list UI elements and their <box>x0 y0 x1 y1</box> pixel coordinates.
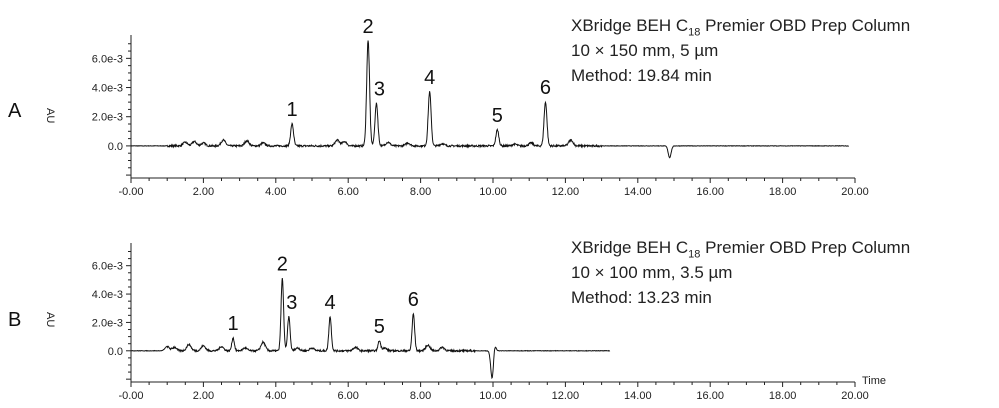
column-name-suffix: Premier OBD Prep Column <box>700 238 911 257</box>
peak-label-5: 5 <box>492 105 503 127</box>
x-tick-label: 12.00 <box>552 390 580 402</box>
x-tick-label: 2.00 <box>193 186 214 198</box>
y-tick-label: 2.0e-3 <box>92 317 123 329</box>
column-info-a: XBridge BEH C18 Premier OBD Prep Column … <box>571 13 910 88</box>
column-name-suffix: Premier OBD Prep Column <box>700 16 911 35</box>
x-tick-label: -0.00 <box>118 390 143 402</box>
panel-a: A AU 0.0 2.0e-3 4.0e-3 6.0e-3 -0.00 2.00 4.00… <box>8 16 869 198</box>
method-time-a: Method: 19.84 min <box>571 66 712 85</box>
panel-b: B AU 0.0 2.0e-3 4.0e-3 6.0e-3 -0.00 2.00 4.00… <box>8 243 886 402</box>
peak-label-6: 6 <box>540 77 551 99</box>
x-tick-label: 6.00 <box>337 186 358 198</box>
x-tick-label: -0.00 <box>118 186 143 198</box>
chromatogram-trace-b <box>131 278 611 380</box>
peak-label-4: 4 <box>424 67 435 89</box>
x-tick-label: 8.00 <box>410 186 431 198</box>
peak-labels-a: 1 2 3 4 5 6 <box>287 16 552 127</box>
y-tick-label: 6.0e-3 <box>92 53 123 65</box>
y-tick-label: 6.0e-3 <box>92 261 123 273</box>
x-tick-label: 2.00 <box>193 390 214 402</box>
x-tick-label: 8.00 <box>410 390 431 402</box>
x-tick-label: 18.00 <box>769 186 797 198</box>
y-tick-label: 2.0e-3 <box>92 112 123 124</box>
y-tick-label: 4.0e-3 <box>92 289 123 301</box>
column-name-subscript: 18 <box>688 248 701 261</box>
x-tick-label: 6.00 <box>337 390 358 402</box>
peak-labels-b: 1 2 3 4 5 6 <box>228 253 419 337</box>
x-tick-label: 16.00 <box>696 390 724 402</box>
chromatogram-trace-a <box>130 40 849 159</box>
column-name-prefix: XBridge BEH C <box>571 238 689 257</box>
x-tick-label: 10.00 <box>479 186 507 198</box>
x-tick-label: 4.00 <box>265 186 286 198</box>
y-axis-label-b: AU <box>44 312 56 327</box>
peak-label-1: 1 <box>228 313 239 335</box>
x-axis-a: -0.00 2.00 4.00 6.00 8.00 10.00 12.00 14.00 16.0… <box>118 177 869 198</box>
x-tick-label: 14.00 <box>624 186 652 198</box>
y-tick-label: 0.0 <box>108 346 123 358</box>
peak-label-6: 6 <box>408 289 419 311</box>
column-name-prefix: XBridge BEH C <box>571 16 689 35</box>
y-tick-label: 4.0e-3 <box>92 83 123 95</box>
panel-letter-a: A <box>8 100 22 122</box>
x-tick-label: 16.00 <box>696 186 724 198</box>
x-axis-label-time: Time <box>862 375 886 387</box>
peak-label-1: 1 <box>287 99 298 121</box>
x-tick-label: 14.00 <box>624 390 652 402</box>
peak-label-5: 5 <box>374 316 385 338</box>
x-tick-label: 4.00 <box>265 390 286 402</box>
peak-label-2: 2 <box>363 16 374 38</box>
peak-label-4: 4 <box>325 292 336 314</box>
x-tick-label: 10.00 <box>479 390 507 402</box>
x-tick-label: 20.00 <box>841 186 869 198</box>
method-time-b: Method: 13.23 min <box>571 288 712 307</box>
y-axis-b: 0.0 2.0e-3 4.0e-3 6.0e-3 <box>92 243 132 382</box>
column-dimensions-b: 10 × 100 mm, 3.5 µm <box>571 263 733 282</box>
column-info-b: XBridge BEH C18 Premier OBD Prep Column … <box>571 235 910 310</box>
y-axis-label-a: AU <box>44 108 56 123</box>
x-tick-label: 12.00 <box>552 186 580 198</box>
column-name-a: XBridge BEH C18 Premier OBD Prep Column <box>571 13 910 38</box>
x-tick-label: 20.00 <box>841 390 869 402</box>
peak-label-2: 2 <box>277 253 288 275</box>
y-tick-label: 0.0 <box>108 141 123 153</box>
column-name-b: XBridge BEH C18 Premier OBD Prep Column <box>571 235 910 260</box>
peak-label-3: 3 <box>374 79 385 101</box>
panel-letter-b: B <box>8 309 21 331</box>
y-axis-a: 0.0 2.0e-3 4.0e-3 6.0e-3 <box>92 35 132 178</box>
peak-label-3: 3 <box>286 292 297 314</box>
x-axis-b: -0.00 2.00 4.00 6.00 8.00 10.00 12.00 14.00 16.0… <box>118 381 869 402</box>
column-name-subscript: 18 <box>688 26 701 39</box>
column-dimensions-a: 10 × 150 mm, 5 µm <box>571 41 719 60</box>
x-tick-label: 18.00 <box>769 390 797 402</box>
